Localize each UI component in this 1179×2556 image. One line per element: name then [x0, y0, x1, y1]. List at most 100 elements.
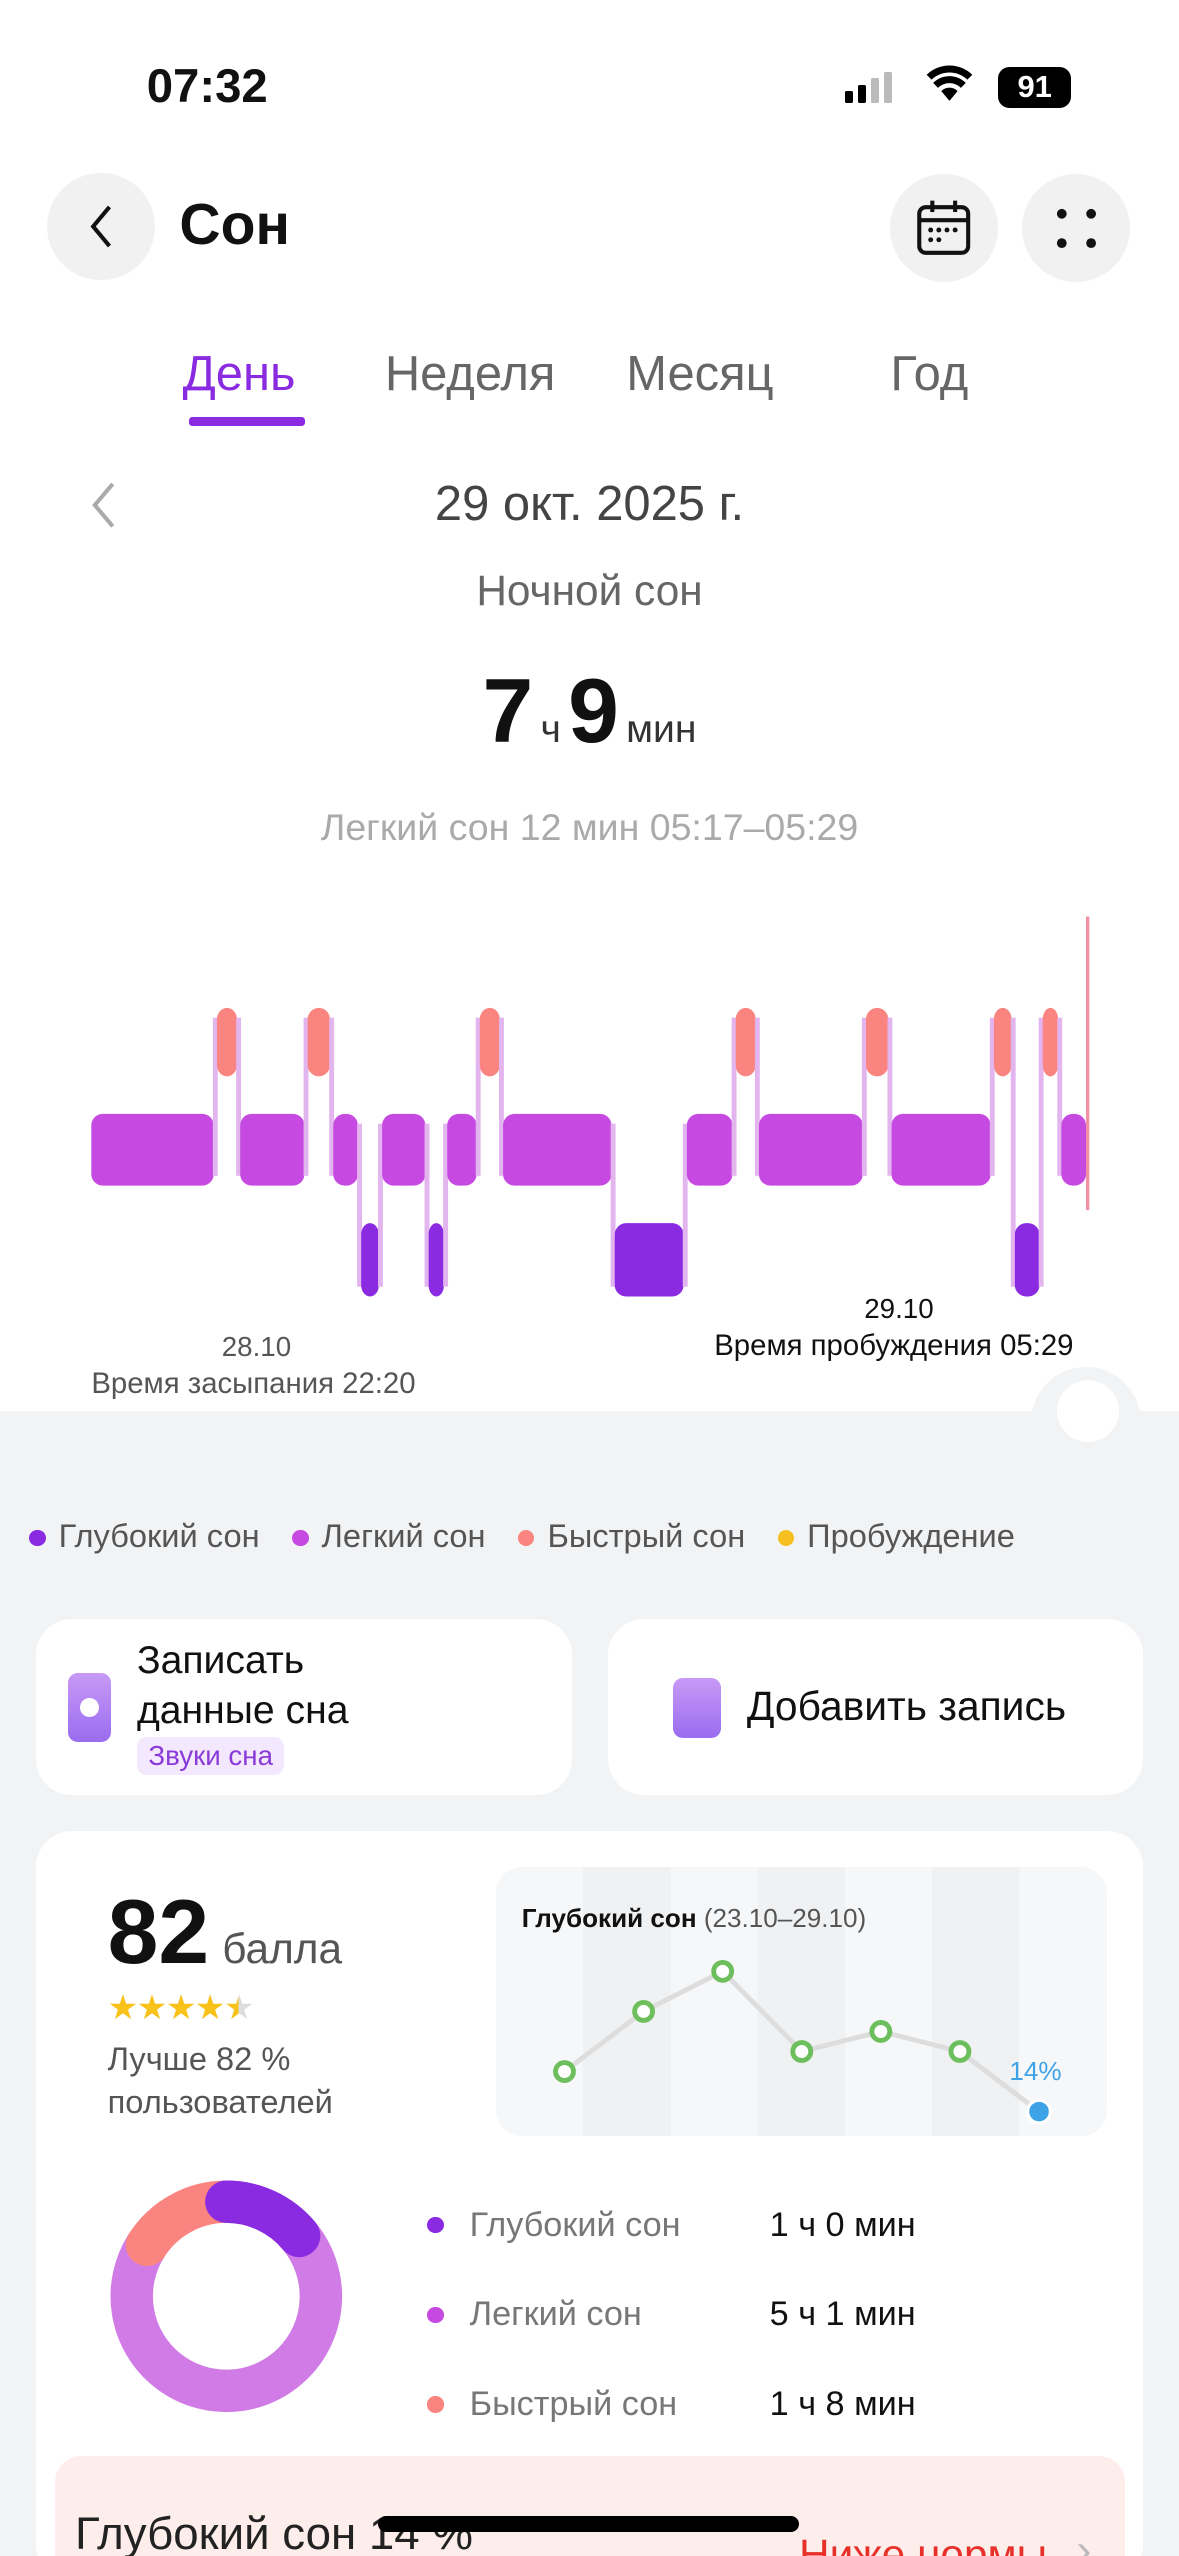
- trend-point: [710, 1960, 734, 1983]
- breakdown-deep: Глубокий сон 1 ч 0 мин: [427, 2180, 1112, 2270]
- hypnogram-segment-rem[interactable]: [216, 1007, 237, 1077]
- legend-rem: Быстрый сон: [518, 1517, 745, 1555]
- stage-legend: Глубокий сон Легкий сон Быстрый сон Проб…: [29, 1517, 1015, 1555]
- stage-transition: [887, 1017, 893, 1176]
- chevron-right-icon: ›: [1076, 2524, 1092, 2556]
- hypnogram-segment-deep[interactable]: [361, 1223, 379, 1297]
- scrubber-handle[interactable]: [1056, 1379, 1119, 1442]
- page-title: Сон: [179, 193, 290, 258]
- hypnogram-segment-rem[interactable]: [1042, 1007, 1059, 1077]
- trend-point: [631, 2000, 655, 2023]
- sleep-sounds-tag[interactable]: Звуки сна: [136, 1736, 285, 1776]
- hypnogram-segment-deep[interactable]: [614, 1223, 684, 1297]
- stage-transition: [861, 1017, 867, 1176]
- chevron-left-icon: [90, 205, 111, 248]
- stage-transition: [357, 1123, 362, 1287]
- hypnogram-segment-rem[interactable]: [307, 1007, 330, 1077]
- tab-year[interactable]: Год: [890, 346, 969, 401]
- duration-minutes-unit: мин: [626, 707, 697, 751]
- trend-column: [844, 1867, 932, 2137]
- trend-column: [670, 1867, 758, 2137]
- donut-slice-deep-cap: [205, 2180, 321, 2257]
- calendar-button[interactable]: [890, 174, 998, 283]
- trend-point: [869, 2020, 892, 2044]
- percentile-text: Лучше 82 % пользователей: [107, 2040, 333, 2120]
- hypnogram-segment-light[interactable]: [382, 1113, 426, 1186]
- hypnogram-segment-deep[interactable]: [428, 1223, 444, 1297]
- trend-column: [582, 1867, 671, 2137]
- stage-transition: [498, 1017, 504, 1176]
- stage-transition: [236, 1017, 242, 1176]
- deep-sleep-insight[interactable]: Глубокий сон 14 % Ниже нормы ›: [55, 2455, 1126, 2556]
- stage-transition: [378, 1123, 383, 1287]
- hypnogram-segment-light[interactable]: [91, 1113, 214, 1186]
- sleep-score-card: 82 балла ★★★★★ Лучше 82 % пользователей Гл…: [35, 1831, 1144, 2556]
- trend-point: [948, 2040, 972, 2064]
- record-sleep-button[interactable]: Записать данные сна Звуки сна: [35, 1619, 573, 1796]
- stage-transition: [443, 1123, 449, 1287]
- hypnogram-segment-light[interactable]: [503, 1113, 612, 1186]
- hypnogram-segment-rem[interactable]: [993, 1007, 1012, 1077]
- trend-column: [495, 1867, 583, 2137]
- chevron-left-icon: [91, 482, 115, 529]
- four-dots-icon: [1056, 208, 1096, 248]
- duration-hours: 7: [482, 659, 534, 762]
- home-indicator[interactable]: [378, 2516, 800, 2533]
- stage-transition: [682, 1123, 688, 1287]
- trend-title: Глубокий сон (23.10–29.10): [522, 1903, 866, 1934]
- stage-transition: [329, 1017, 335, 1176]
- hypnogram-chart[interactable]: [0, 897, 1179, 1321]
- date-label: 29 окт. 2025 г.: [434, 477, 745, 532]
- stage-transition: [212, 1017, 218, 1176]
- hypnogram-segment-light[interactable]: [447, 1113, 477, 1186]
- donut-slice-light: [110, 2214, 343, 2412]
- stage-transition: [475, 1017, 481, 1176]
- stage-transition: [1057, 1017, 1063, 1176]
- star-rating: ★★★★★: [107, 1988, 255, 2027]
- hypnogram-segment-light[interactable]: [686, 1113, 733, 1186]
- hypnogram-segment-light[interactable]: [240, 1113, 305, 1186]
- insight-status: Ниже нормы: [799, 2530, 1048, 2556]
- prev-day-button[interactable]: [85, 479, 121, 538]
- stage-transition: [989, 1017, 995, 1176]
- trend-point: [1025, 2098, 1052, 2125]
- add-record-button[interactable]: Добавить запись: [608, 1619, 1144, 1796]
- trend-current-label: 14%: [1009, 2056, 1062, 2087]
- total-duration: 7 ч 9 мин: [0, 659, 1179, 764]
- stage-transition: [1010, 1017, 1016, 1287]
- hypnogram-segment-rem[interactable]: [479, 1007, 500, 1077]
- trend-title-text: Глубокий сон: [521, 1903, 697, 1934]
- back-button[interactable]: [47, 172, 155, 281]
- stage-transition: [1038, 1017, 1044, 1287]
- trend-column: [757, 1867, 845, 2137]
- sleep-onset-label: Время засыпания 22:20: [91, 1366, 416, 1400]
- trend-column: [931, 1867, 1020, 2137]
- trend-point: [552, 2060, 576, 2084]
- score: 82 балла: [107, 1881, 343, 1984]
- breakdown-light: Легкий сон 5 ч 1 мин: [427, 2270, 1112, 2360]
- hypnogram-segment-rem[interactable]: [865, 1007, 889, 1077]
- status-time: 07:32: [146, 59, 268, 113]
- stage-donut-chart: [110, 2180, 343, 2412]
- legend-deep: Глубокий сон: [29, 1517, 260, 1555]
- hypnogram-segment-light[interactable]: [333, 1113, 358, 1186]
- tab-day[interactable]: День: [182, 346, 296, 401]
- signal-icon: [844, 71, 892, 103]
- stage-breakdown: Глубокий сон 1 ч 0 мин Легкий сон 5 ч 1 ми…: [427, 2180, 1112, 2449]
- hypnogram-segment-rem[interactable]: [735, 1007, 756, 1077]
- tab-month[interactable]: Месяц: [626, 346, 774, 401]
- calendar-icon: [917, 200, 971, 255]
- deep-sleep-trend[interactable]: Глубокий сон (23.10–29.10) 14%: [495, 1867, 1108, 2137]
- hypnogram-segment-deep[interactable]: [1014, 1223, 1040, 1297]
- add-record-label: Добавить запись: [746, 1682, 1067, 1729]
- stage-transition: [754, 1017, 760, 1176]
- hypnogram-segment-light[interactable]: [758, 1113, 863, 1186]
- legend-light: Легкий сон: [292, 1517, 486, 1555]
- hypnogram-segment-light[interactable]: [891, 1113, 991, 1186]
- tab-week[interactable]: Неделя: [384, 346, 556, 401]
- session-label: Ночной сон: [476, 567, 703, 615]
- hypnogram-segment-light[interactable]: [1061, 1113, 1087, 1186]
- more-button[interactable]: [1022, 174, 1131, 283]
- trend-point: [790, 2040, 813, 2064]
